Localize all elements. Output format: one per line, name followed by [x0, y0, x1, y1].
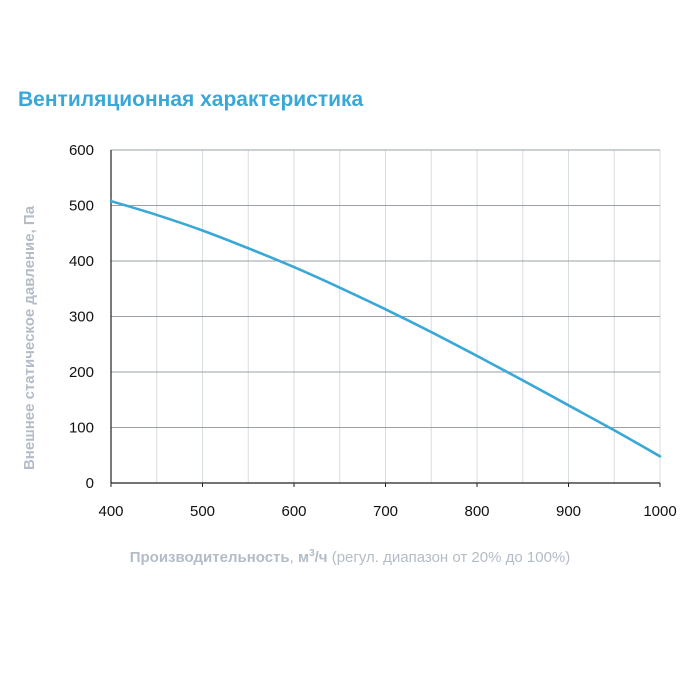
- x-axis-label-main: Производительность: [129, 549, 290, 566]
- axes: [110, 150, 661, 487]
- series-line-0: [109, 199, 662, 458]
- x-tick-label-700: 700: [373, 503, 398, 520]
- chart-title: Вентиляционная характеристика: [18, 88, 364, 111]
- x-tick-label-900: 900: [556, 503, 581, 520]
- series-layer: [109, 199, 662, 458]
- y-axis-label: Внешнее статическое давление, Па: [21, 205, 38, 470]
- y-tick-label-500: 500: [69, 198, 94, 215]
- grid-lines: [110, 149, 661, 483]
- y-tick-labels: 0 100 200 300 400 500 600: [69, 142, 94, 492]
- y-tick-label-600: 600: [69, 142, 94, 159]
- x-tick-label-500: 500: [190, 503, 215, 520]
- x-axis-label: Производительность, м3/ч (регул. диапазо…: [0, 548, 700, 566]
- y-tick-label-300: 300: [69, 309, 94, 326]
- x-axis-unit-power: 3: [309, 548, 315, 559]
- x-tick-labels: 400 500 600 700 800 900 1000: [98, 503, 676, 520]
- x-tick-label-800: 800: [464, 503, 489, 520]
- x-tick-label-1000: 1000: [643, 503, 676, 520]
- y-tick-label-100: 100: [69, 420, 94, 437]
- x-axis-unit-prefix: м: [297, 549, 310, 566]
- y-tick-label-200: 200: [69, 364, 94, 381]
- y-tick-label-0: 0: [86, 475, 94, 492]
- x-axis-unit-suffix: /ч: [314, 549, 328, 566]
- x-tick-label-400: 400: [98, 503, 123, 520]
- x-tick-label-600: 600: [281, 503, 306, 520]
- y-tick-label-400: 400: [69, 253, 94, 270]
- x-axis-label-sep: ,: [289, 549, 294, 566]
- x-axis-label-note: (регул. диапазон от 20% до 100%): [331, 549, 571, 566]
